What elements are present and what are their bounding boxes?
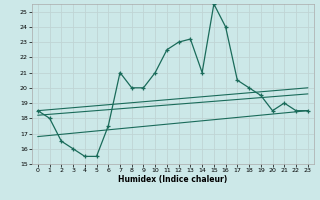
X-axis label: Humidex (Indice chaleur): Humidex (Indice chaleur) (118, 175, 228, 184)
